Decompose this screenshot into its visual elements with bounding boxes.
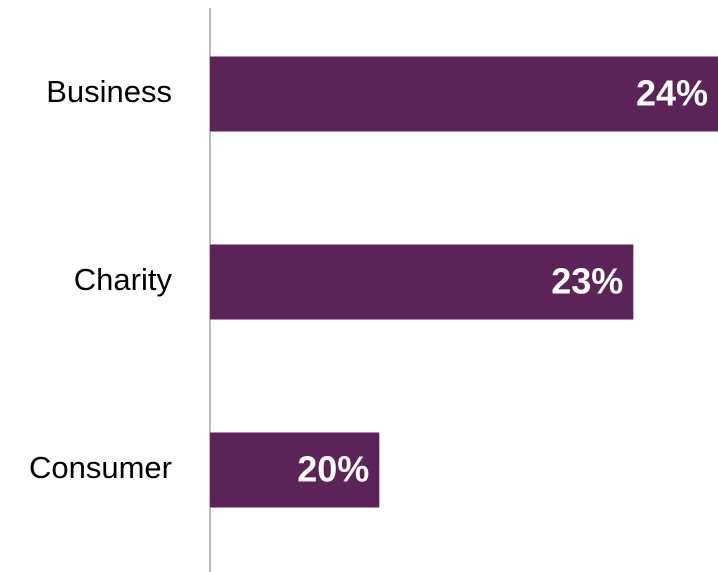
- category-label: Consumer: [29, 450, 172, 485]
- bar: [210, 56, 718, 132]
- bar: [210, 244, 634, 320]
- bar: [210, 432, 380, 508]
- category-label: Business: [46, 74, 172, 109]
- value-label: 23%: [551, 261, 623, 302]
- value-label: 24%: [636, 73, 708, 114]
- value-label: 20%: [297, 449, 369, 490]
- category-label: Charity: [74, 262, 173, 297]
